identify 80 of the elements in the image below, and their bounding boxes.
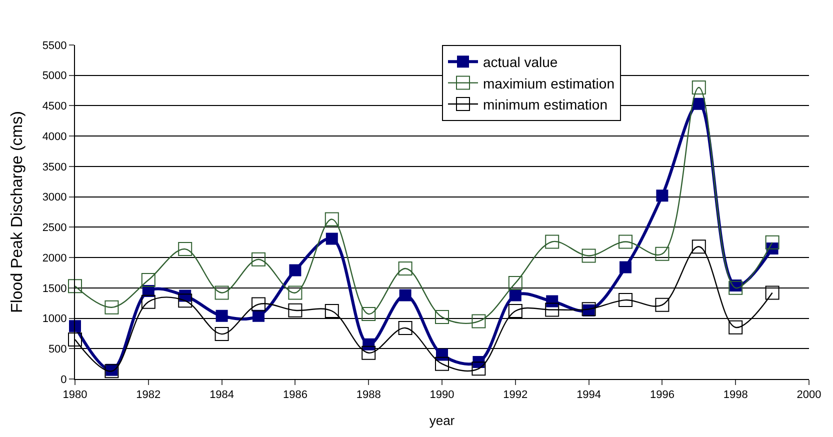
x-tick-label: 1982 [136,389,161,402]
point [655,298,670,312]
point [509,289,522,302]
point [618,234,632,249]
point [216,310,228,322]
legend-label: minimum estimation [483,96,608,112]
y-tick-label: 500 [48,343,67,356]
point [435,356,449,371]
point [288,286,302,300]
y-tick-label: 2500 [42,222,67,234]
point [545,234,560,249]
point [618,293,632,308]
point [141,294,156,309]
point [765,235,780,250]
point [288,303,302,318]
x-tick-label: 1994 [576,389,602,402]
point [472,314,486,328]
y-tick-label: 5500 [42,40,67,52]
point [692,80,706,95]
point [765,286,780,300]
point [252,297,266,312]
x-tick-label: 1992 [503,389,528,402]
y-axis-title: Flood Peak Discharge (cms) [9,111,26,313]
point [508,276,522,290]
point [546,295,558,308]
point [362,307,376,322]
point [436,348,448,361]
point [398,261,412,276]
point [728,320,743,334]
legend-label: actual value [483,54,558,70]
point [289,264,302,276]
point [362,346,376,360]
point [692,98,705,110]
legend-label: maximium estimation [483,75,614,92]
point [398,320,412,335]
x-tick-label: 1980 [62,389,88,402]
y-tick-label: 3000 [42,192,67,204]
point [620,261,632,274]
point [104,364,119,378]
point [68,332,82,347]
x-tick-label: 1984 [210,389,234,402]
point [324,212,339,226]
x-tick-label: 1998 [723,389,748,402]
y-tick-label: 4500 [42,100,67,113]
point [655,246,670,261]
y-tick-label: 1500 [42,282,67,295]
point [656,190,668,202]
point [178,242,192,256]
point [252,252,266,266]
point [141,273,156,288]
point [69,320,81,332]
x-tick-label: 1996 [650,389,674,402]
point [68,279,82,294]
x-tick-label: 1986 [282,389,308,402]
point [508,304,522,318]
point [178,294,192,308]
point [214,327,229,342]
y-tick-label: 0 [60,374,67,386]
point [362,338,375,350]
point [214,286,229,300]
point [252,310,264,322]
x-tick-label: 1988 [356,389,381,402]
y-tick-label: 5000 [42,70,67,82]
point [324,304,339,318]
y-tick-label: 2000 [42,252,67,264]
y-tick-label: 1000 [42,313,67,326]
point [728,280,743,295]
x-axis-title: year [429,412,456,428]
point [435,310,449,324]
y-tick-label: 3500 [42,161,67,174]
point [326,232,338,245]
y-tick-label: 4000 [42,130,67,143]
point [472,362,486,376]
x-tick-label: 1990 [430,389,454,402]
point [582,248,596,263]
x-tick-label: 2000 [796,389,822,402]
point [399,289,412,302]
point [104,300,119,314]
point [692,240,706,254]
point [545,302,560,317]
